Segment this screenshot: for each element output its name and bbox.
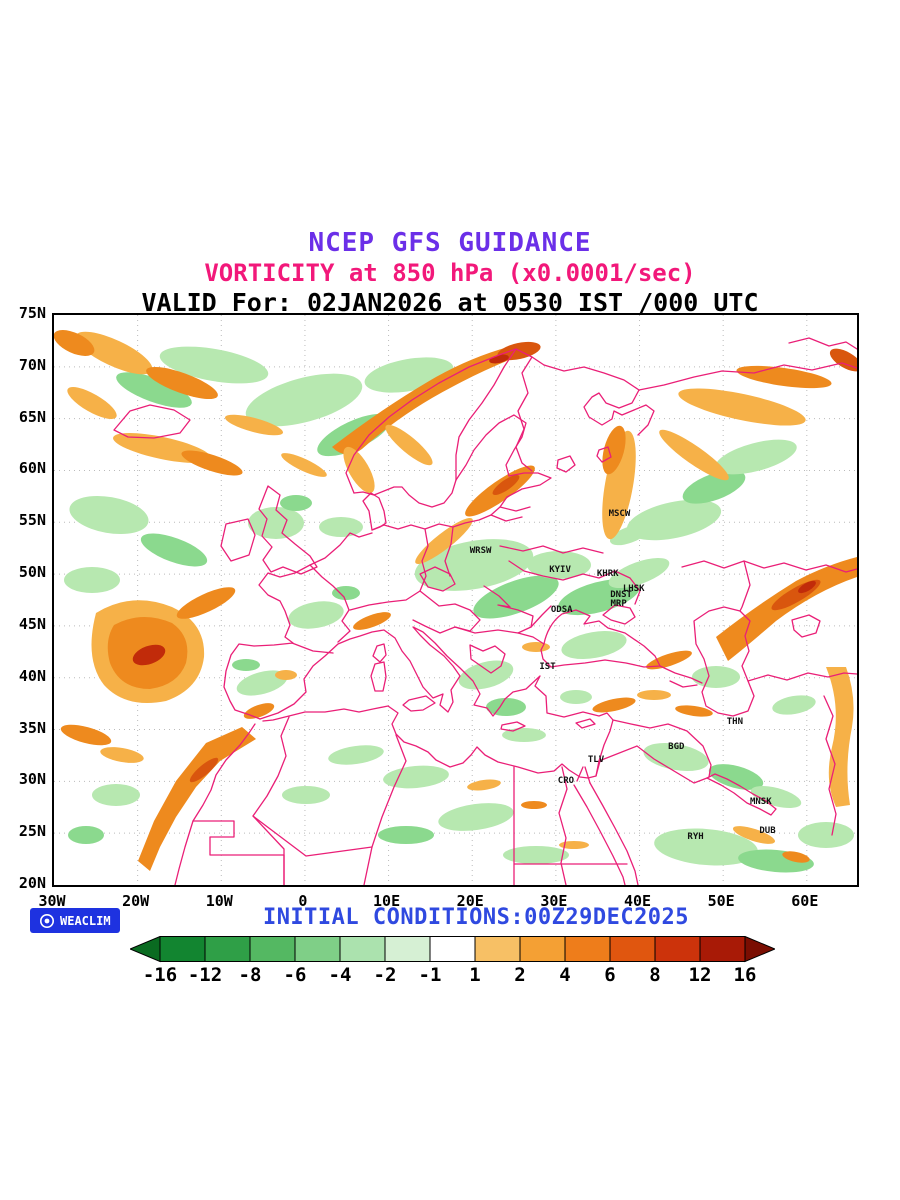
- city-label: ODSA: [550, 605, 573, 616]
- x-tick-label: 30W: [38, 892, 66, 910]
- city-label: WRSW: [469, 546, 492, 557]
- city-label: DNST: [610, 589, 632, 600]
- colorbar-arrow: [128, 935, 161, 963]
- colorbar-segment: [159, 936, 206, 962]
- y-tick-label: 25N: [18, 822, 46, 841]
- colorbar-segment: [204, 936, 251, 962]
- chart-subtitle: VORTICITY at 850 hPa (x0.0001/sec): [204, 259, 696, 288]
- y-tick-label: 55N: [18, 511, 46, 530]
- colorbar: [128, 935, 777, 967]
- x-tick-label: 30E: [540, 892, 568, 910]
- city-label: BGD: [668, 742, 685, 753]
- y-tick-label: 70N: [18, 355, 46, 374]
- city-label: MRP: [610, 599, 627, 610]
- colorbar-tick-label: -2: [373, 964, 397, 986]
- y-tick-label: 65N: [18, 407, 46, 426]
- city-label: DUB: [759, 826, 776, 837]
- colorbar-svg: [128, 935, 777, 963]
- chart-header: NCEP GFS GUIDANCE VORTICITY at 850 hPa (…: [0, 228, 900, 317]
- y-tick-label: 45N: [18, 614, 46, 633]
- weaclim-logo-icon: [39, 913, 55, 929]
- city-label: TLV: [587, 754, 605, 765]
- y-tick-label: 30N: [18, 770, 46, 789]
- colorbar-tick-label: -1: [418, 964, 442, 986]
- city-labels-layer: MSCW WRSW KYIV KHRK LHSK DNST MRP ODSA IST THN BGD…: [54, 315, 857, 885]
- chart-title: NCEP GFS GUIDANCE: [308, 228, 592, 258]
- colorbar-tick-label: 16: [733, 964, 757, 986]
- city-label: MSCW: [608, 508, 631, 519]
- weaclim-logo: WEACLIM: [30, 908, 120, 933]
- x-tick-label: 0: [298, 892, 308, 910]
- city-label: KHRK: [596, 569, 619, 580]
- initial-conditions-text: INITIAL CONDITIONS:00Z29DEC2025: [262, 905, 690, 930]
- chart-valid-line: VALID For: 02JAN2026 at 0530 IST /000 UT…: [141, 287, 759, 317]
- x-tick-label: 50E: [707, 892, 735, 910]
- colorbar-arrow: [744, 935, 777, 963]
- x-tick-label: 20E: [456, 892, 484, 910]
- city-label: IST: [539, 662, 556, 673]
- colorbar-tick-label: 12: [688, 964, 712, 986]
- city-label: LHSK: [622, 583, 645, 594]
- y-tick-label: 35N: [18, 718, 46, 737]
- colorbar-segment: [294, 936, 341, 962]
- y-tick-label: 50N: [18, 563, 46, 582]
- colorbar-tick-label: -4: [328, 964, 352, 986]
- x-tick-label: 60E: [791, 892, 819, 910]
- colorbar-segment: [429, 936, 476, 962]
- colorbar-tick-label: 2: [514, 964, 526, 986]
- colorbar-segment: [384, 936, 431, 962]
- map-canvas: [54, 315, 857, 885]
- colorbar-segment: [564, 936, 611, 962]
- colorbar-tick-label: -6: [283, 964, 307, 986]
- colorbar-tick-label: 1: [469, 964, 481, 986]
- map-plot: MSCW WRSW KYIV KHRK LHSK DNST MRP ODSA IST THN BGD…: [52, 313, 859, 887]
- colorbar-segment: [339, 936, 386, 962]
- y-tick-label: 75N: [18, 304, 46, 322]
- y-tick-label: 40N: [18, 666, 46, 685]
- colorbar-tick-label: 8: [649, 964, 661, 986]
- colorbar-tick-label: 6: [604, 964, 616, 986]
- x-tick-label: 20W: [122, 892, 150, 910]
- colorbar-segment: [609, 936, 656, 962]
- colorbar-segment: [699, 936, 746, 962]
- city-label: MNSK: [749, 797, 772, 808]
- colorbar-tick-label: 4: [559, 964, 571, 986]
- city-label: CRO: [557, 776, 575, 787]
- y-tick-label: 20N: [18, 874, 46, 892]
- city-label: THN: [726, 717, 744, 728]
- vorticity-field-layer: [54, 330, 857, 873]
- x-tick-label: 40E: [623, 892, 652, 910]
- colorbar-tick-label: -8: [238, 964, 262, 986]
- colorbar-segment: [654, 936, 701, 962]
- colorbar-segment: [249, 936, 296, 962]
- city-label: KYIV: [549, 564, 571, 575]
- colorbar-segment: [519, 936, 566, 962]
- colorbar-tick-label: -16: [142, 964, 178, 986]
- coastlines-layer: [113, 337, 857, 885]
- x-tick-label: 10E: [373, 892, 401, 910]
- x-tick-label: 10W: [205, 892, 233, 910]
- city-label: RYH: [687, 832, 704, 843]
- colorbar-tick-label: -12: [187, 964, 223, 986]
- colorbar-segment: [474, 936, 521, 962]
- weaclim-logo-text: WEACLIM: [60, 913, 111, 928]
- y-tick-label: 60N: [18, 459, 46, 478]
